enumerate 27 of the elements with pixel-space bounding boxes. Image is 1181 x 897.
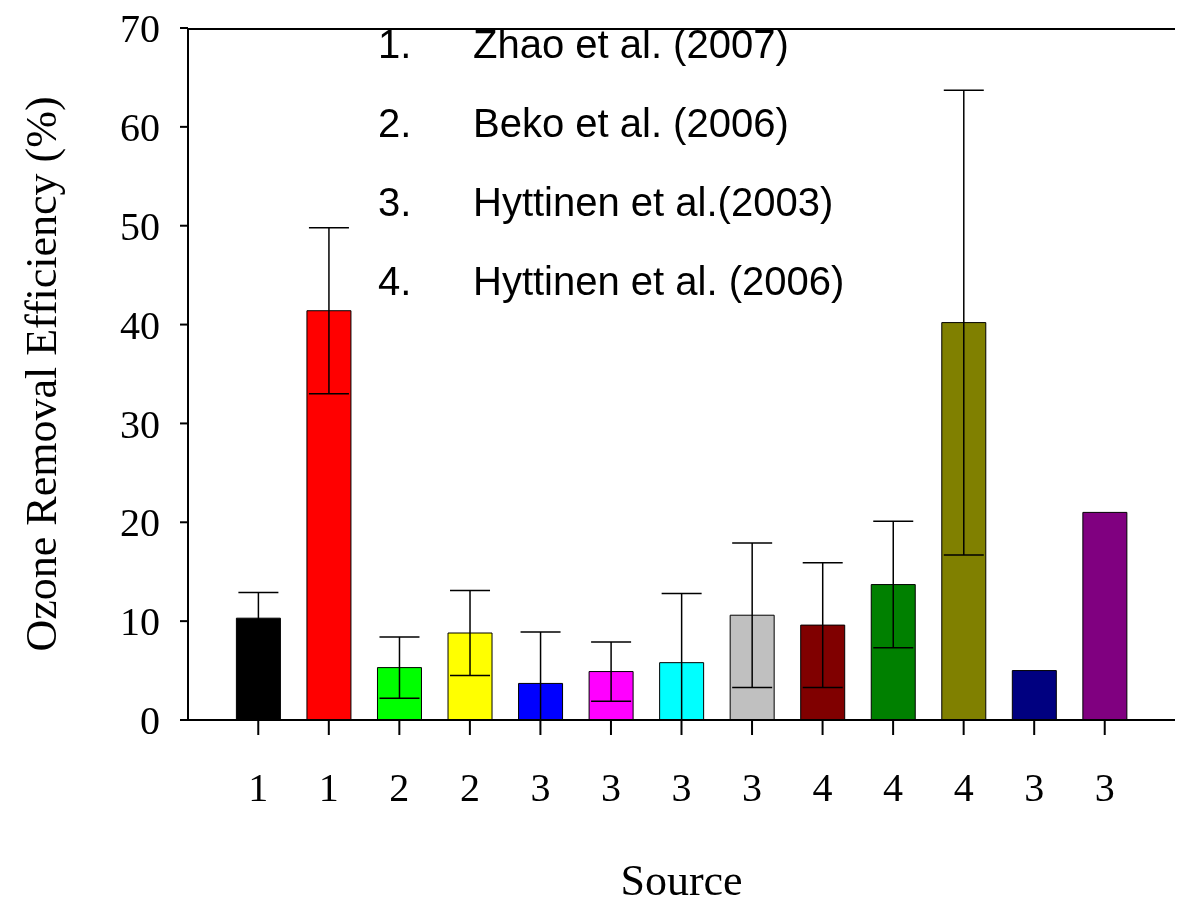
x-tick-label: 1 <box>318 765 339 811</box>
x-tick-label: 4 <box>812 765 833 811</box>
y-tick-label: 40 <box>120 302 160 348</box>
y-axis-title: Ozone Removal Efficiency (%) <box>16 96 66 652</box>
x-tick-label: 1 <box>248 765 269 811</box>
x-axis-title: Source <box>620 856 743 897</box>
y-tick-label: 20 <box>120 500 160 546</box>
y-tick-label: 0 <box>140 698 160 744</box>
x-tick-label: 4 <box>953 765 974 811</box>
x-tick-label: 3 <box>1024 765 1045 811</box>
text: 4. Hyttinen et al. (2006) <box>378 259 845 303</box>
x-tick-label: 3 <box>671 765 692 811</box>
text: 2. Beko et al. (2006) <box>378 101 789 145</box>
y-tick-label: 50 <box>120 203 160 249</box>
x-tick-label: 3 <box>530 765 551 811</box>
y-tick-label: 30 <box>120 401 160 447</box>
x-tick-label: 3 <box>742 765 763 811</box>
x-tick-label: 3 <box>1094 765 1115 811</box>
y-tick-label: 70 <box>120 6 160 52</box>
x-tick-label: 3 <box>600 765 621 811</box>
text: 3. Hyttinen et al.(2003) <box>378 180 834 224</box>
y-tick-label: 10 <box>120 599 160 645</box>
x-tick-label: 2 <box>459 765 480 811</box>
y-tick-label: 60 <box>120 105 160 151</box>
x-tick-label: 4 <box>883 765 904 811</box>
x-tick-label: 2 <box>389 765 410 811</box>
text: 1. Zhao et al. (2007) <box>378 22 789 66</box>
